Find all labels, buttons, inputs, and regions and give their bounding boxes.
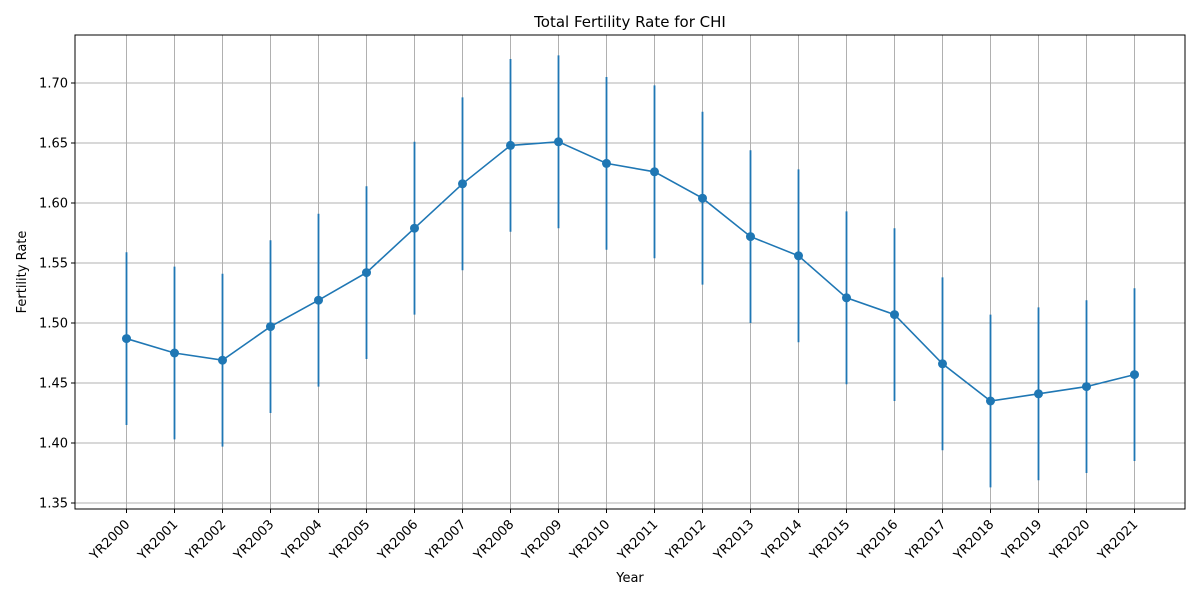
grid-layer [75,35,1185,509]
x-tick-label: YR2015 [807,517,854,564]
x-tick-label: YR2018 [951,517,998,564]
y-tick-label: 1.55 [39,257,68,272]
x-tick-label: YR2001 [135,517,182,564]
x-tick-label: YR2002 [183,517,230,564]
data-point [1082,382,1091,392]
data-point [650,167,659,177]
data-point [122,334,131,344]
x-tick-label: YR2013 [711,517,758,564]
data-point [602,158,611,168]
error-bars [125,55,1136,488]
x-tick-label: YR2011 [615,517,662,564]
x-tick-label: YR2016 [855,517,902,564]
x-tick-label: YR2005 [327,517,374,564]
y-axis-ticks: 1.35 1.40 1.45 1.50 1.55 1.60 1.65 1.70 [39,77,75,512]
data-points [122,137,1139,406]
x-tick-label: YR2003 [231,517,278,564]
x-tick-label: YR2008 [471,517,518,564]
y-tick-label: 1.40 [39,437,68,452]
x-tick-label: YR2014 [759,517,806,564]
x-tick-label: YR2004 [279,517,326,564]
data-point [890,310,899,320]
x-tick-label: YR2021 [1095,517,1142,564]
data-point [1130,370,1139,380]
x-tick-label: YR2020 [1047,517,1094,564]
x-tick-label: YR2010 [567,517,614,564]
data-point [458,179,467,189]
y-tick-label: 1.50 [39,317,68,332]
y-tick-label: 1.70 [39,77,68,92]
x-tick-label: YR2009 [519,517,566,564]
y-tick-label: 1.65 [39,137,68,152]
x-axis-label: Year [615,571,644,586]
x-tick-label: YR2019 [999,517,1046,564]
data-point [218,355,227,365]
chart-title: Total Fertility Rate for CHI [533,13,726,31]
data-point [1034,389,1043,399]
data-point [842,293,851,303]
data-point [506,140,515,150]
data-point [698,193,707,203]
series-line-layer [126,140,1135,402]
x-axis-ticks: YR2000 YR2001 YR2002 YR2003 YR2004 YR2005 YR20… [87,509,1142,564]
x-tick-label: YR2006 [375,517,422,564]
y-axis-label: Fertility Rate [15,231,30,314]
y-tick-label: 1.35 [39,497,68,512]
y-tick-label: 1.60 [39,197,68,212]
data-point [746,232,755,242]
data-point [986,396,995,406]
data-point [794,251,803,261]
data-point [410,223,419,233]
data-point [554,137,563,147]
series-line [126,140,1135,402]
data-point [170,348,179,358]
data-point [266,322,275,332]
x-tick-label: YR2007 [423,517,470,564]
data-point [314,295,323,305]
x-tick-label: YR2017 [903,517,950,564]
data-point [938,359,947,369]
x-tick-label: YR2012 [663,517,710,564]
y-tick-label: 1.45 [39,377,68,392]
data-point [362,268,371,278]
plot-frame [74,34,1186,510]
x-tick-label: YR2000 [87,517,134,564]
